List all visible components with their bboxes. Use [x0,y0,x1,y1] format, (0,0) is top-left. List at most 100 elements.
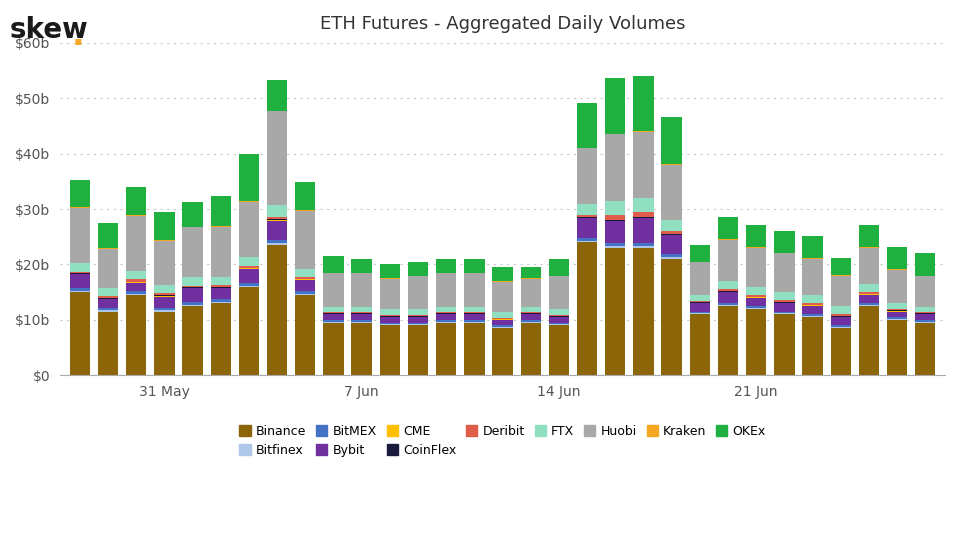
Bar [126,279,146,281]
Bar [577,238,597,241]
Bar [577,204,597,214]
Bar [155,311,175,375]
Bar [520,267,540,278]
Bar [718,240,738,281]
Bar [70,288,90,291]
Bar [267,220,287,221]
Bar [661,259,682,375]
Bar [408,323,428,324]
Bar [324,320,344,322]
Bar [126,271,146,279]
Bar [351,313,372,314]
Bar [661,257,682,259]
Bar [492,318,513,319]
Bar [379,325,400,375]
Bar [239,268,259,269]
Bar [267,219,287,220]
Bar [182,227,203,277]
Bar [803,258,823,259]
Bar [155,241,175,285]
Bar [155,295,175,296]
Bar [746,295,766,296]
Bar [661,255,682,257]
Bar [577,147,597,148]
Bar [577,103,597,147]
Bar [605,248,625,375]
Bar [661,234,682,235]
Bar [605,220,625,221]
Bar [605,243,625,246]
Bar [774,313,795,314]
Bar [210,288,230,300]
Bar [98,308,118,310]
Bar [155,310,175,311]
Bar [577,214,597,218]
Bar [830,327,851,328]
Bar [492,325,513,327]
Bar [98,310,118,311]
Bar [408,325,428,375]
Bar [70,263,90,272]
Bar [492,319,513,320]
Bar [70,274,90,288]
Bar [492,327,513,328]
Bar [155,308,175,310]
Bar [436,314,456,320]
Bar [210,303,230,375]
Bar [803,259,823,295]
Title: ETH Futures - Aggregated Daily Volumes: ETH Futures - Aggregated Daily Volumes [320,15,685,33]
Bar [465,259,485,273]
Bar [351,323,372,375]
Bar [718,306,738,375]
Bar [746,248,766,287]
Bar [267,217,287,219]
Bar [70,207,90,208]
Bar [210,287,230,288]
Bar [98,224,118,248]
Bar [239,202,259,257]
Bar [718,292,738,303]
Bar [70,273,90,274]
Bar [492,320,513,325]
Bar [351,322,372,323]
Bar [634,131,654,198]
Bar [718,305,738,306]
Bar [830,325,851,327]
Bar [746,225,766,247]
Bar [210,196,230,226]
Bar [605,135,625,201]
Bar [436,323,456,375]
Bar [155,293,175,295]
Bar [295,210,316,211]
Bar [661,165,682,220]
Bar [492,281,513,312]
Bar [324,323,344,375]
Bar [661,235,682,255]
Bar [182,288,203,302]
Bar [98,248,118,249]
Bar [295,182,316,210]
Bar [803,236,823,258]
Bar [351,314,372,320]
Bar [98,298,118,299]
Bar [661,117,682,164]
Bar [520,279,540,307]
Bar [549,309,569,315]
Bar [295,295,316,375]
Bar [549,325,569,375]
Bar [126,282,146,283]
Bar [830,328,851,375]
Bar [351,307,372,312]
Bar [803,317,823,375]
Bar [718,303,738,305]
Bar [210,226,230,227]
Bar [830,314,851,316]
Bar [239,269,259,283]
Bar [605,201,625,214]
Bar [239,283,259,286]
Bar [436,322,456,323]
Bar [887,320,907,375]
Bar [267,240,287,243]
Bar [324,314,344,320]
Bar [887,311,907,317]
